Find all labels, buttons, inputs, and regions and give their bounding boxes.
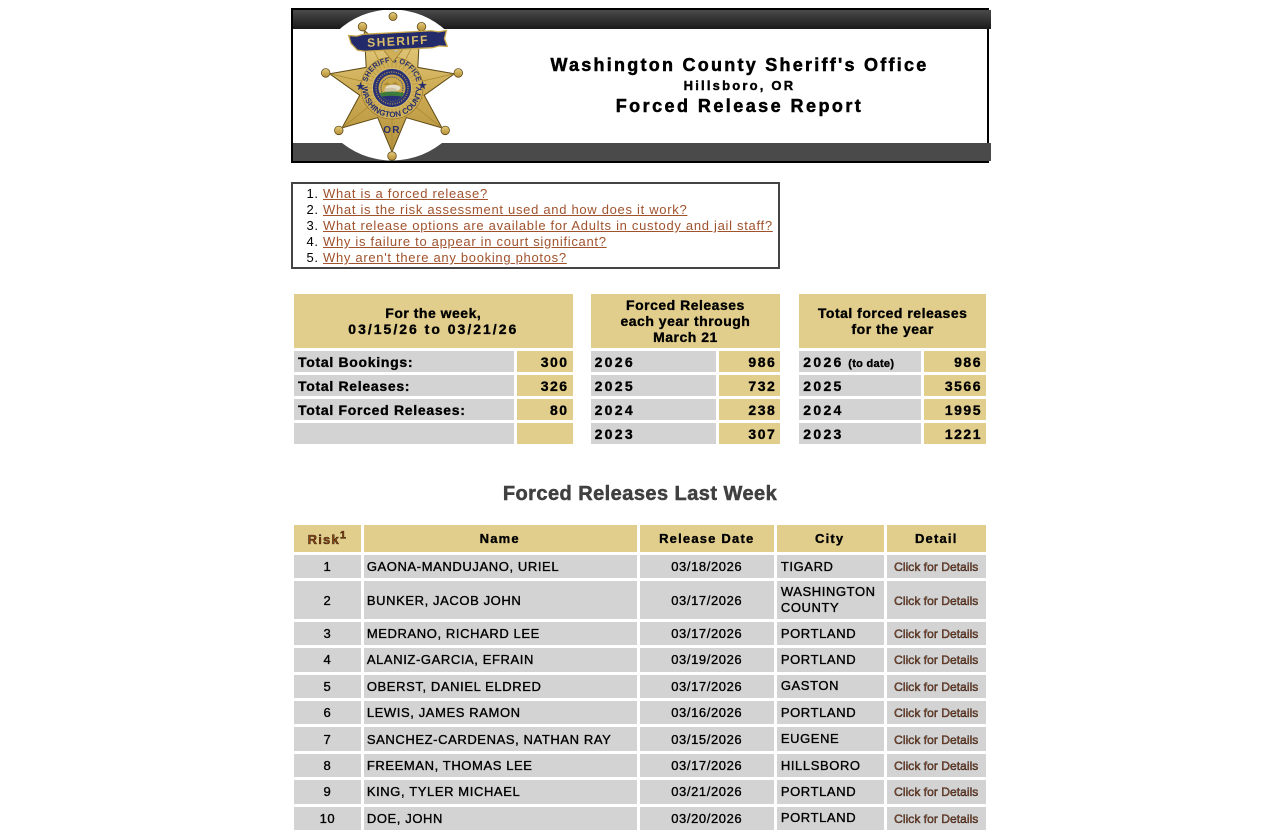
svg-text:SHERIFF: SHERIFF [367,33,429,50]
svg-text:OR: OR [383,125,400,136]
